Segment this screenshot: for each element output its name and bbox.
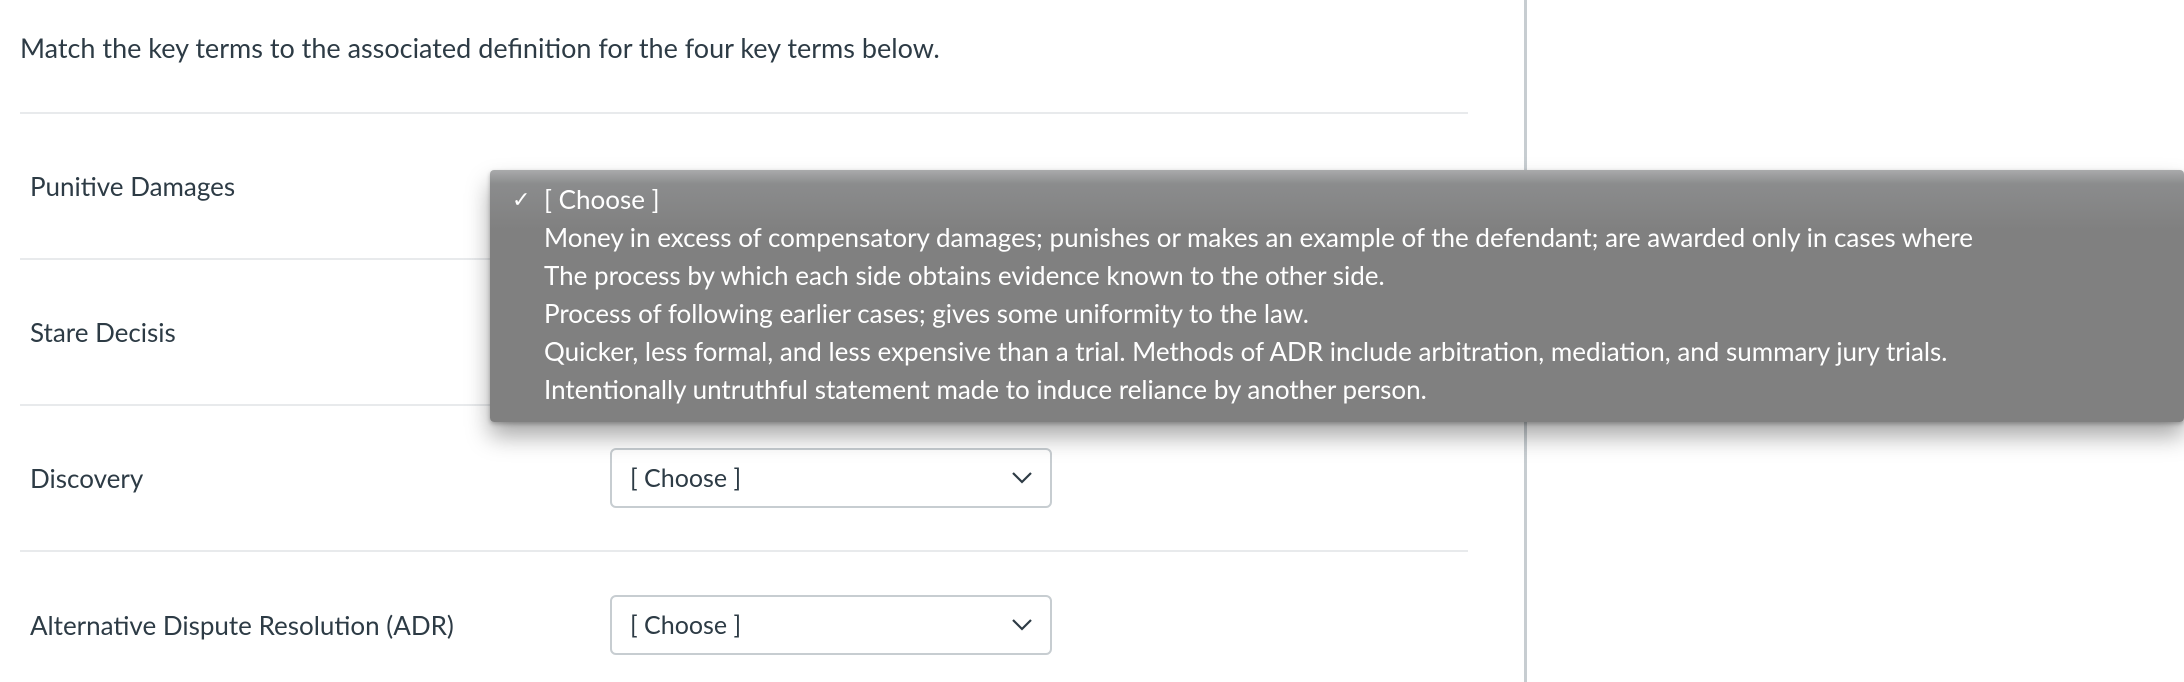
match-row-adr: Alternative Dispute Resolution (ADR) [ C… <box>20 552 1468 682</box>
chevron-down-icon <box>1012 472 1032 484</box>
dropdown-option-choose[interactable]: ✓ [ Choose ] <box>492 180 2182 218</box>
dropdown-option-text: [ Choose ] <box>544 180 660 218</box>
dropdown-option-5[interactable]: Intentionally untruthful statement made … <box>492 370 2182 408</box>
check-icon: ✓ <box>512 180 544 218</box>
select-discovery[interactable]: [ Choose ] <box>610 448 1052 508</box>
dropdown-option-text: Money in excess of compensatory damages;… <box>544 218 1973 256</box>
dropdown-option-4[interactable]: Quicker, less formal, and less expensive… <box>492 332 2182 370</box>
question-prompt: Match the key terms to the associated de… <box>20 30 1468 66</box>
select-adr[interactable]: [ Choose ] <box>610 595 1052 655</box>
dropdown-option-3[interactable]: Process of following earlier cases; give… <box>492 294 2182 332</box>
select-placeholder: [ Choose ] <box>630 610 741 640</box>
chevron-down-icon <box>1012 619 1032 631</box>
term-label: Discovery <box>30 462 610 494</box>
dropdown-option-text: The process by which each side obtains e… <box>544 256 1385 294</box>
match-row-discovery: Discovery [ Choose ] <box>20 406 1468 552</box>
quiz-page: Match the key terms to the associated de… <box>0 0 2184 682</box>
dropdown-option-1[interactable]: Money in excess of compensatory damages;… <box>492 218 2182 256</box>
term-label: Alternative Dispute Resolution (ADR) <box>30 609 610 641</box>
dropdown-option-text: Process of following earlier cases; give… <box>544 294 1309 332</box>
dropdown-option-text: Intentionally untruthful statement made … <box>544 370 1427 408</box>
dropdown-option-text: Quicker, less formal, and less expensive… <box>544 332 1947 370</box>
dropdown-option-2[interactable]: The process by which each side obtains e… <box>492 256 2182 294</box>
select-placeholder: [ Choose ] <box>630 463 741 493</box>
dropdown-panel[interactable]: ✓ [ Choose ] Money in excess of compensa… <box>490 170 2184 422</box>
